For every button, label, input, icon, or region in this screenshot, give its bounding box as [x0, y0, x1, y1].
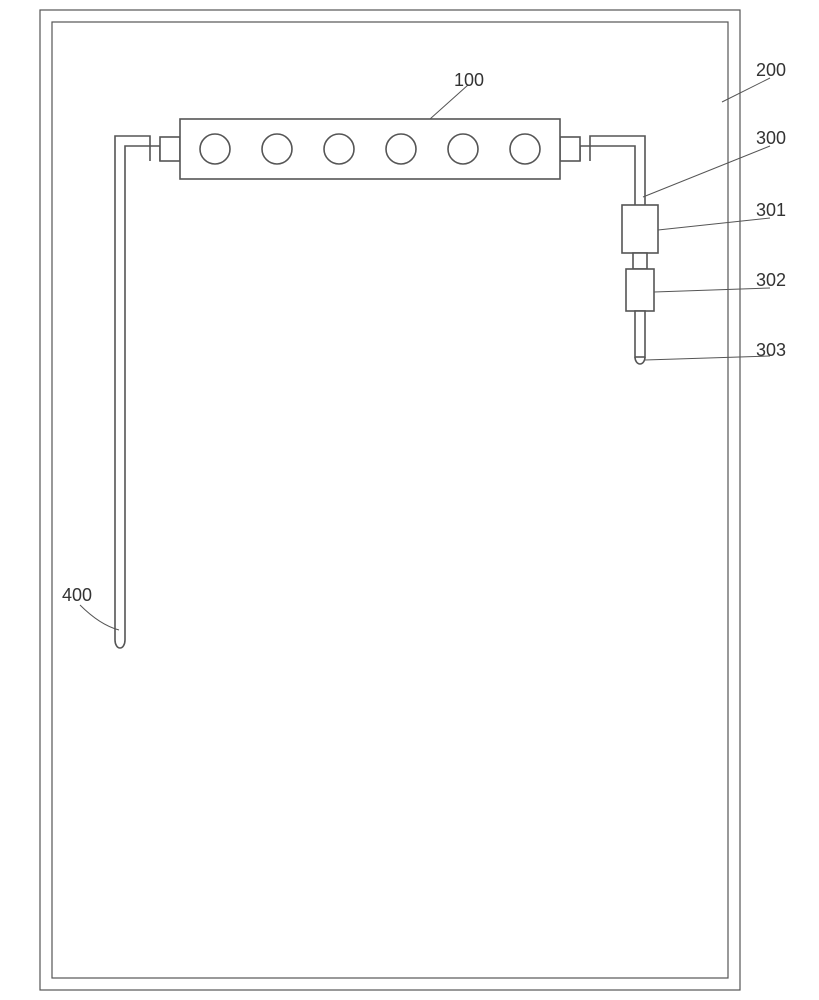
diagram-svg — [0, 0, 819, 1000]
diagram-canvas: 100 200 300 301 302 303 400 — [0, 0, 819, 1000]
label-200: 200 — [756, 60, 786, 81]
label-300: 300 — [756, 128, 786, 149]
label-301: 301 — [756, 200, 786, 221]
label-303: 303 — [756, 340, 786, 361]
label-100: 100 — [454, 70, 484, 91]
label-400: 400 — [62, 585, 92, 606]
label-302: 302 — [756, 270, 786, 291]
